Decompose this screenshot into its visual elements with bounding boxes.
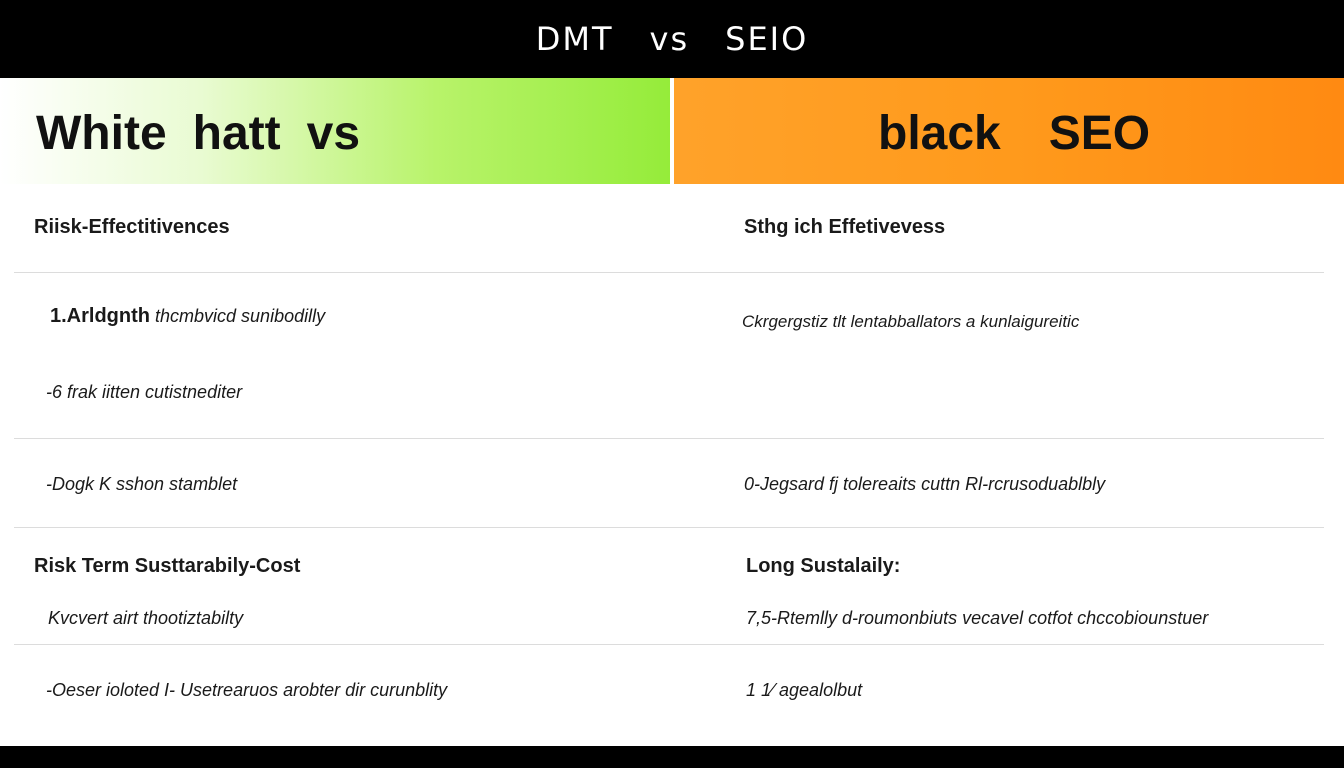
white-hat-header: White hatt vs xyxy=(0,78,670,184)
divider-3 xyxy=(14,527,1324,528)
left-row-1-text: thcmbvicd sunibodilly xyxy=(155,306,326,326)
left-row-4: Kvcvert airt thootiztabilty xyxy=(48,608,244,628)
black-hat-title-word-2: SEO xyxy=(1048,107,1151,160)
bottom-bar xyxy=(0,746,1344,768)
left-section-heading-1: Riisk-Effectitivences xyxy=(34,216,230,238)
white-hat-title: White hatt vs xyxy=(36,106,386,161)
right-row-3: 0-Jegsard fj tolereaits cuttn Rl-rcrusod… xyxy=(744,474,1106,494)
right-row-4: 7,5-Rtemlly d-roumonbiuts vecavel cotfot… xyxy=(746,608,1209,628)
comparison-panel: White hatt vs black SEO Riisk-Effectitivenc… xyxy=(0,78,1344,746)
white-hat-title-word-1: White xyxy=(36,107,167,160)
left-row-5: -Oeser ioloted I- Usetrearuos arobter di… xyxy=(46,680,448,700)
white-hat-title-word-3: vs xyxy=(306,107,361,160)
black-hat-header: black SEO xyxy=(674,78,1344,184)
left-row-3: -Dogk K sshon stamblet xyxy=(46,474,238,494)
black-hat-title: black SEO xyxy=(878,106,1198,161)
left-row-1-bold: 1.Arldgnth xyxy=(50,305,150,327)
banner-mid-word: vs xyxy=(649,20,690,58)
left-row-2: -6 frak iitten cutistnediter xyxy=(46,382,243,402)
left-section-heading-2: Risk Term Susttarabily-Cost xyxy=(34,555,301,577)
right-row-5: 1 1⁄ agealolbut xyxy=(746,680,863,700)
divider-1 xyxy=(14,272,1324,273)
top-banner: DMT vs SEIO xyxy=(0,0,1344,78)
black-hat-title-word-1: black xyxy=(878,107,1001,160)
left-row-1: 1.Arldgnth thcmbvicd sunibodilly xyxy=(50,305,325,328)
divider-4 xyxy=(14,644,1324,645)
right-row-1: Ckrgergstiz tlt lentabballators a kunlai… xyxy=(742,312,1080,331)
right-section-heading-1: Sthg ich Effetivevess xyxy=(744,216,946,238)
divider-2 xyxy=(14,438,1324,439)
white-hat-title-word-2: hatt xyxy=(192,107,281,160)
right-section-heading-2: Long Sustalaily: xyxy=(746,555,901,577)
banner-right-word: SEIO xyxy=(725,20,809,58)
banner-left-word: DMT xyxy=(535,20,614,58)
